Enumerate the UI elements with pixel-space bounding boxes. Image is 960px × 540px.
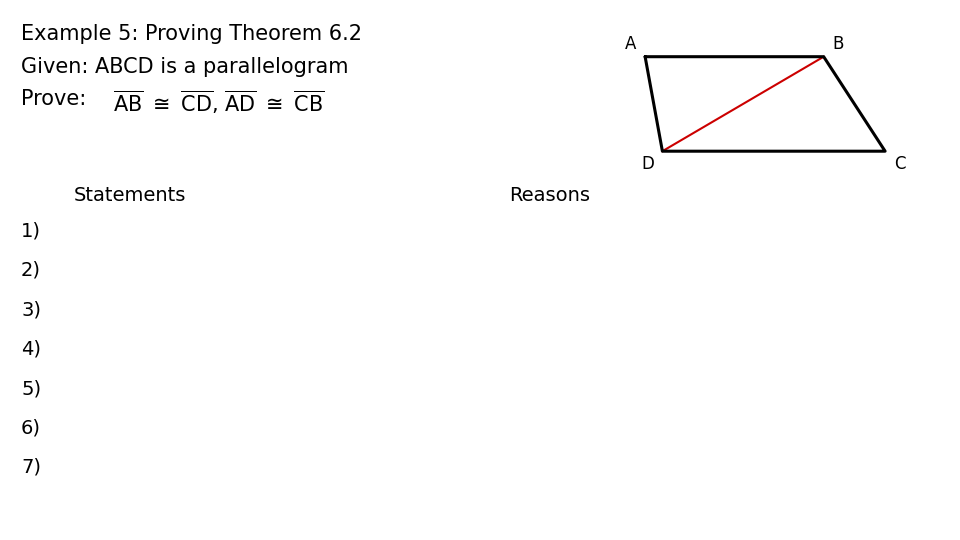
Text: Given: ABCD is a parallelogram: Given: ABCD is a parallelogram: [21, 57, 348, 77]
Text: $\overline{\mathregular{AB}}$ $\cong$ $\overline{\mathregular{CD}}$$\mathregular: $\overline{\mathregular{AB}}$ $\cong$ $\…: [113, 89, 324, 116]
Text: A: A: [625, 35, 636, 53]
Text: Reasons: Reasons: [509, 186, 589, 205]
Text: 6): 6): [21, 418, 41, 437]
Text: Statements: Statements: [73, 186, 186, 205]
Text: 3): 3): [21, 300, 41, 319]
Text: C: C: [894, 155, 905, 173]
Text: 5): 5): [21, 379, 41, 398]
Text: 4): 4): [21, 340, 41, 359]
Text: Prove:: Prove:: [21, 89, 93, 109]
Text: 7): 7): [21, 458, 41, 477]
Text: 1): 1): [21, 221, 41, 240]
Text: Example 5: Proving Theorem 6.2: Example 5: Proving Theorem 6.2: [21, 24, 362, 44]
Text: B: B: [832, 35, 844, 53]
Text: 2): 2): [21, 261, 41, 280]
Text: D: D: [641, 155, 654, 173]
